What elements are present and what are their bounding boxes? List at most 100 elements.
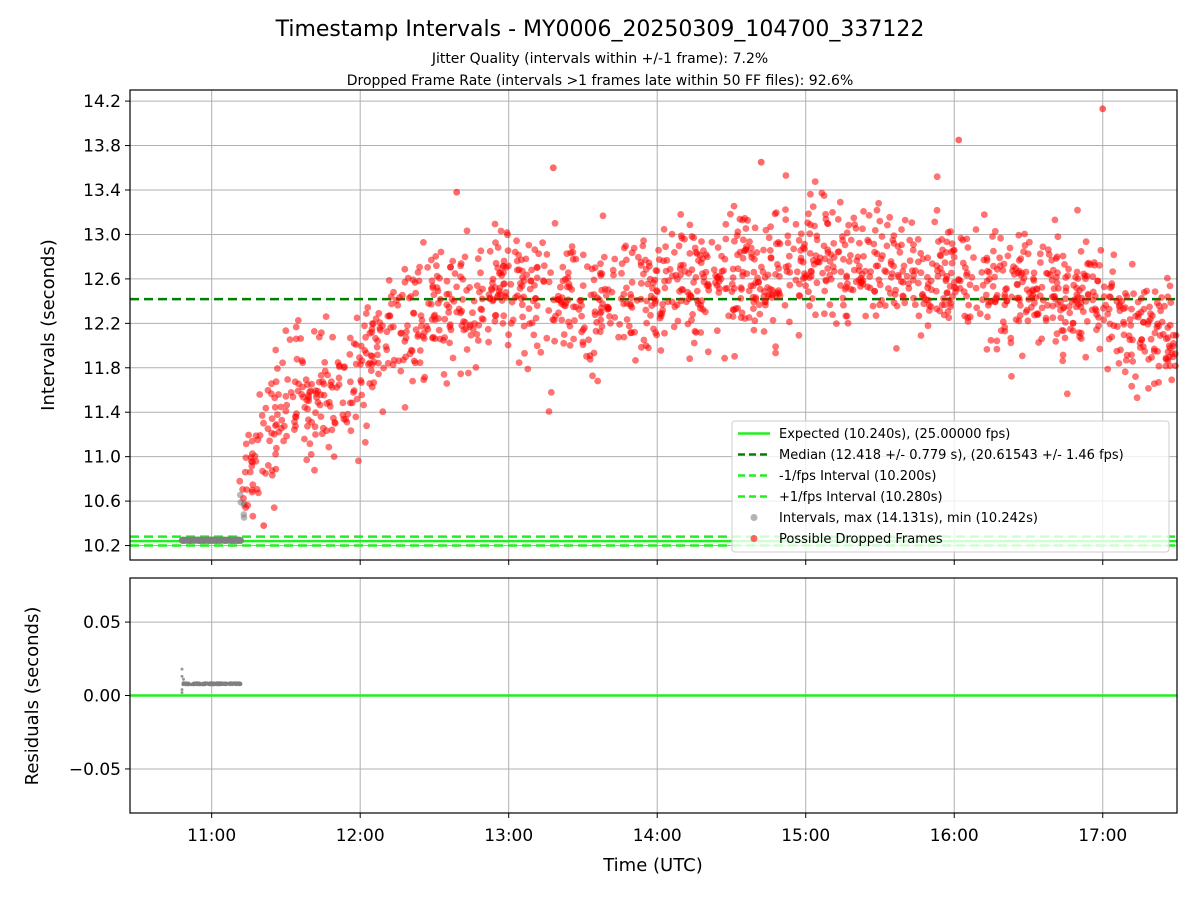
dropped-frame-point xyxy=(620,333,628,341)
dropped-frame-point xyxy=(485,291,493,298)
dropped-frame-point xyxy=(589,372,596,380)
residual-point xyxy=(217,683,221,687)
dropped-frame-point xyxy=(865,212,873,219)
dropped-frame-point xyxy=(393,296,400,304)
interval-point xyxy=(240,514,248,521)
residual-point xyxy=(180,674,184,678)
dropped-frame-point xyxy=(885,285,892,292)
dropped-frame-point xyxy=(616,321,623,328)
dropped-frame-point xyxy=(558,316,566,324)
dropped-frame-point xyxy=(623,316,631,323)
y-tick-label: 0.05 xyxy=(83,613,121,633)
dropped-frame-point xyxy=(1153,299,1161,307)
dropped-frame-point xyxy=(637,295,645,303)
dropped-frame-point xyxy=(328,426,336,434)
dropped-frame-point xyxy=(903,272,911,280)
dropped-frame-point xyxy=(571,317,578,324)
dropped-frame-point xyxy=(917,332,925,339)
dropped-frame-point xyxy=(841,285,849,293)
dropped-frame-point xyxy=(721,354,728,362)
dropped-frame-point xyxy=(785,252,793,260)
dropped-frame-point xyxy=(1082,353,1090,361)
residual-point xyxy=(180,667,184,671)
dropped-frame-point xyxy=(762,226,770,234)
dropped-frame-point xyxy=(516,284,524,292)
dropped-frame-point xyxy=(572,303,580,311)
dropped-frame-point xyxy=(666,266,674,273)
dropped-frame-point xyxy=(504,231,511,239)
dropped-frame-point xyxy=(829,263,837,271)
residuals-y-ticks: −0.05 0.00 0.05 xyxy=(69,613,130,780)
dropped-frame-point xyxy=(268,415,276,422)
dropped-frame-point xyxy=(1054,269,1061,277)
dropped-frame-point xyxy=(809,257,817,264)
dropped-frame-point xyxy=(590,276,598,284)
dropped-frame-point xyxy=(721,255,729,263)
dropped-frame-point xyxy=(352,413,360,421)
dropped-frame-point xyxy=(901,216,909,224)
x-tick-label: 15:00 xyxy=(781,826,830,846)
dropped-frame-point xyxy=(301,435,308,443)
dropped-frame-point xyxy=(615,333,622,341)
dropped-frame-point xyxy=(751,317,759,325)
dropped-frame-point xyxy=(397,367,405,375)
dropped-frame-point xyxy=(776,273,783,280)
dropped-frame-point xyxy=(1061,334,1069,342)
dropped-frame-point xyxy=(1132,373,1139,380)
dropped-frame-point xyxy=(418,322,425,330)
dropped-frame-point xyxy=(893,345,900,352)
dropped-frame-point xyxy=(355,457,362,465)
dropped-frame-outlier-point xyxy=(453,188,461,196)
dropped-frame-point xyxy=(648,302,656,309)
dropped-frame-point xyxy=(968,273,976,281)
dropped-frame-point xyxy=(1024,317,1032,325)
dropped-frame-point xyxy=(333,384,341,391)
dropped-frame-point xyxy=(734,228,742,236)
dropped-frame-point xyxy=(871,227,879,234)
dropped-frame-point xyxy=(847,236,855,244)
dropped-frame-point xyxy=(555,309,562,317)
dropped-frame-point xyxy=(911,301,919,309)
dropped-frame-point xyxy=(806,230,814,238)
dropped-frame-point xyxy=(477,247,485,255)
dropped-frame-point xyxy=(1048,256,1056,264)
dropped-frame-point xyxy=(730,202,738,210)
dropped-frame-point xyxy=(876,217,884,225)
dropped-frame-point xyxy=(866,273,874,280)
dropped-frame-point xyxy=(330,453,338,460)
dropped-frame-point xyxy=(643,319,650,327)
dropped-frame-point xyxy=(346,334,354,342)
dropped-frame-point xyxy=(248,462,256,470)
dropped-frame-point xyxy=(1048,276,1056,284)
dropped-frame-point xyxy=(524,365,532,373)
dropped-frame-point xyxy=(566,342,574,349)
dropped-frame-point xyxy=(1095,322,1102,330)
dropped-frame-point xyxy=(1059,357,1067,365)
dropped-frame-point xyxy=(294,317,302,324)
dropped-frame-point xyxy=(748,250,755,258)
legend-intervals-label: Intervals, max (14.131s), min (10.242s) xyxy=(779,511,1038,526)
dropped-frame-point xyxy=(899,267,907,275)
dropped-frame-point xyxy=(532,314,540,322)
dropped-frame-point xyxy=(767,223,774,231)
y-tick-label: −0.05 xyxy=(69,760,121,780)
dropped-frame-point xyxy=(835,248,843,256)
dropped-frame-point xyxy=(299,383,306,391)
dropped-frame-point xyxy=(594,377,602,385)
dropped-frame-point xyxy=(401,337,409,345)
dropped-frame-point xyxy=(991,227,999,235)
dropped-frame-point xyxy=(1004,252,1012,260)
dropped-frame-point xyxy=(301,403,309,411)
dropped-frame-point xyxy=(353,314,361,322)
dropped-frame-point xyxy=(262,404,270,412)
dropped-frame-point xyxy=(1146,303,1153,311)
dropped-frame-point xyxy=(772,209,780,217)
dropped-frame-point xyxy=(1059,327,1067,334)
dropped-frame-point xyxy=(1030,275,1037,283)
dropped-frame-point xyxy=(938,269,946,277)
dropped-frame-point xyxy=(443,380,451,387)
dropped-frame-point xyxy=(1062,318,1069,326)
dropped-frame-point xyxy=(1147,335,1155,343)
interval-point xyxy=(216,536,223,544)
